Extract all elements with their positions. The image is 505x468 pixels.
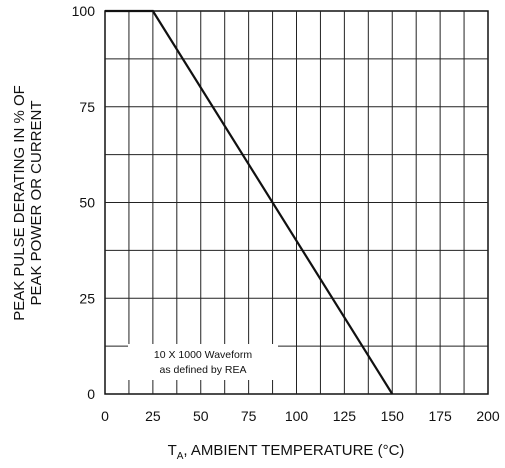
x-tick-label: 50 [193,408,209,424]
annotation-line-2: as defined by REA [160,364,247,376]
x-tick-labels: 0 25 50 75 100 125 150 175 200 [101,408,500,424]
annotation-box [128,344,278,380]
x-axis-title: TA, AMBIENT TEMPERATURE (°C) [168,442,405,462]
x-tick-label: 200 [476,408,500,424]
x-tick-label: 125 [333,408,357,424]
y-axis-title-line-2: PEAK POWER OR CURRENT [28,100,45,305]
x-tick-label: 175 [428,408,452,424]
y-tick-labels: 0 25 50 75 100 [72,3,96,402]
y-tick-label: 100 [72,3,96,19]
x-tick-label: 100 [285,408,309,424]
x-axis-title-rest: , AMBIENT TEMPERATURE (°C) [183,442,404,459]
y-tick-label: 75 [79,99,95,115]
y-tick-label: 25 [79,290,95,306]
x-axis-title-main: T [168,442,177,459]
x-tick-label: 0 [101,408,109,424]
x-tick-label: 25 [145,408,161,424]
y-tick-label: 0 [87,386,95,402]
x-axis-title-sub: A [177,451,184,462]
x-tick-label: 75 [241,408,257,424]
x-tick-label: 150 [381,408,405,424]
grid-lines [105,11,488,394]
y-axis-title: PEAK PULSE DERATING IN % OF PEAK POWER O… [11,85,45,321]
series-layer [105,9,394,395]
derating-curve [105,9,394,395]
y-tick-label: 50 [79,195,95,211]
annotation-line-1: 10 X 1000 Waveform [154,349,252,361]
y-axis-title-line-1: PEAK PULSE DERATING IN % OF [11,85,28,321]
